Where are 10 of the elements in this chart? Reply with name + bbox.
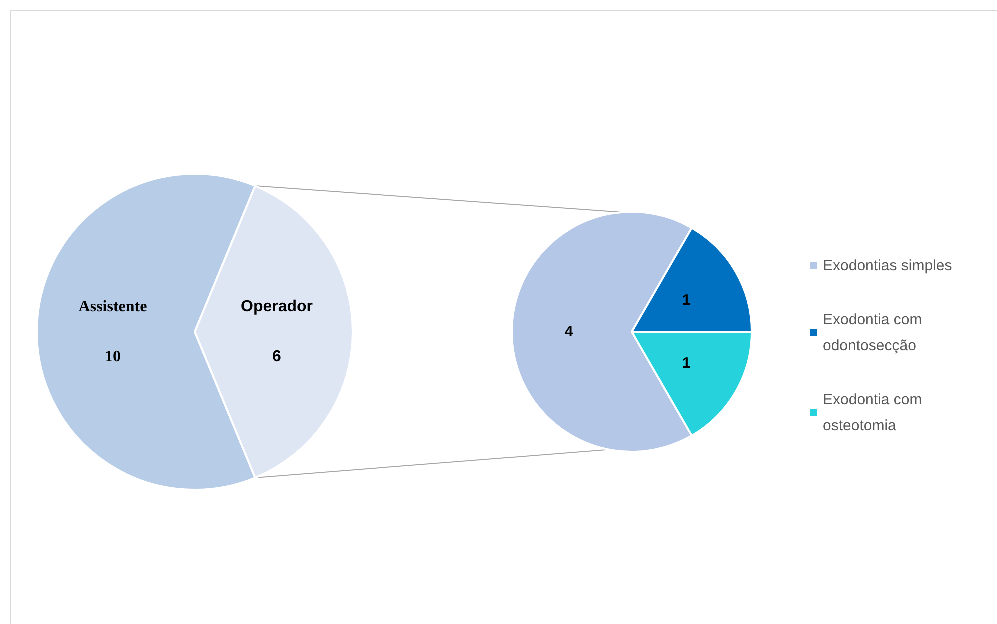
- data-label: 1: [682, 355, 691, 372]
- data-label: 1: [682, 292, 691, 309]
- data-label: 10: [105, 348, 121, 366]
- slice-label: Assistente: [78, 298, 148, 316]
- legend-label: Exodontia com odontosecção: [823, 312, 926, 354]
- slice-label: Operador: [240, 298, 314, 316]
- legend-label: Exodontias simples: [823, 258, 952, 274]
- data-label: 6: [272, 348, 282, 366]
- legend-label: Exodontia com osteotomia: [823, 392, 926, 434]
- data-label: 4: [564, 324, 574, 340]
